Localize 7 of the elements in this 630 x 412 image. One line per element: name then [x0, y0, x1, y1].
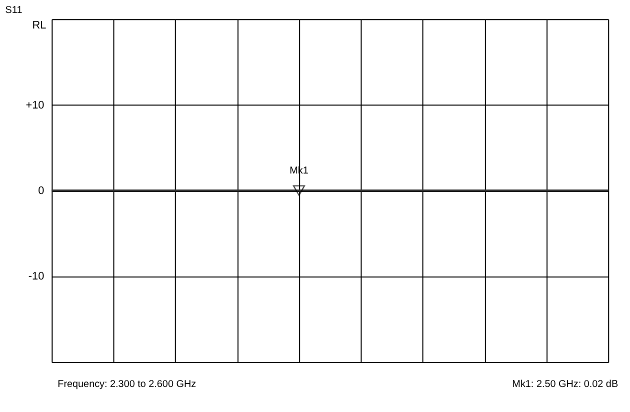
y-tick-label: 0: [38, 185, 44, 198]
chart-title: S11: [5, 5, 23, 16]
y-tick-label: -10: [28, 270, 44, 283]
text: Mk1: 2.50 GHz: 0.02 dB: [512, 378, 618, 390]
y-axis-title: RL: [32, 20, 46, 32]
y-tick-label: +10: [26, 99, 44, 112]
text: Frequency: 2.300 to 2.600 GHz: [58, 378, 196, 390]
